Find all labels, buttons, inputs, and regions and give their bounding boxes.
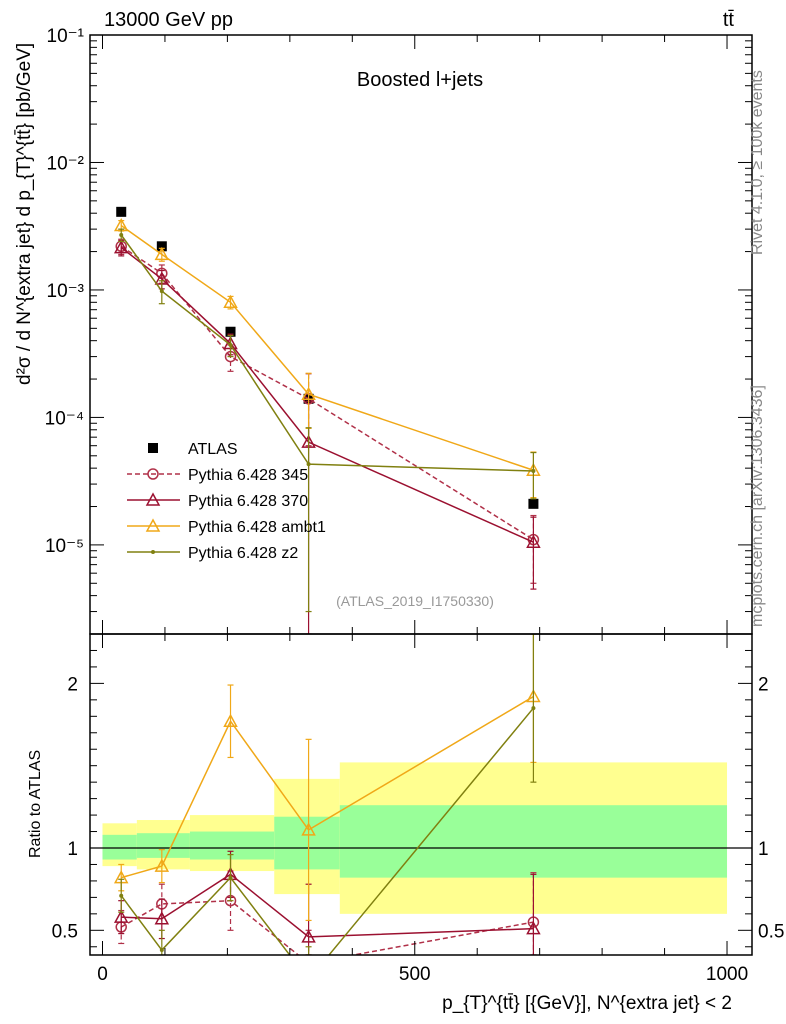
legend-marker-2 — [145, 492, 161, 506]
legend-marker-4 — [151, 550, 155, 554]
series-4-ratio-point-2 — [228, 875, 233, 880]
series-4-point-1 — [159, 289, 164, 294]
series-3-point-3 — [301, 386, 316, 400]
y-tick-label-ratio-1: 1 — [67, 839, 78, 860]
ratio-y-axis-label: Ratio to ATLAS — [27, 750, 44, 858]
y-tick-label-ratio-right-0: 0.5 — [758, 921, 784, 942]
band-inner-3 — [274, 816, 340, 870]
x-tick-label-2: 1000 — [706, 964, 748, 985]
y-tick-label-main-4: 10⁻¹ — [47, 26, 85, 47]
y-tick-label-ratio-2: 2 — [67, 674, 78, 695]
y-tick-label-main-2: 10⁻³ — [47, 281, 85, 302]
x-axis-label: p_{T}^{tt̄} [{GeV}], N^{extra jet} < 2 — [442, 993, 732, 1014]
y-tick-label-ratio-right-1: 1 — [758, 839, 769, 860]
series-4-point-4 — [531, 468, 536, 473]
legend-label-3: Pythia 6.428 ambt1 — [188, 519, 326, 536]
series-4-ratio — [118, 634, 537, 955]
header-left-label: 13000 GeV pp — [104, 9, 233, 31]
series-3-point-2 — [223, 294, 238, 309]
legend-marker-1 — [147, 468, 159, 480]
y-tick-label-ratio-0: 0.5 — [52, 921, 78, 942]
series-4-point-0 — [119, 232, 124, 237]
mcplots-site-label: mcplots.cern.ch [arXiv:1306.3436] — [749, 385, 766, 627]
series-2-point-0 — [113, 240, 129, 254]
legend-label-1: Pythia 6.428 345 — [188, 467, 308, 484]
series-0-point-0 — [116, 206, 127, 217]
series-0-main — [116, 206, 539, 509]
uncertainty-bands — [102, 762, 728, 914]
axes — [89, 34, 753, 956]
series-2-main — [113, 239, 541, 634]
series-4-point-2 — [228, 342, 233, 347]
series-2-point-4 — [526, 534, 541, 548]
legend: ATLAS Pythia 6.428 345 Pythia 6.428 370 Pyt… — [127, 441, 326, 562]
series-2-ratio-point-1 — [154, 911, 170, 925]
series-3-ratio-point-2 — [223, 713, 238, 727]
series-4-ratio-point-1 — [159, 948, 164, 953]
series-2-ratio-point-4 — [526, 921, 541, 935]
x-tick-label-0: 0 — [97, 964, 108, 985]
series-2-line — [120, 246, 534, 543]
series-0-point-1 — [156, 241, 167, 252]
series-2-ratio-point-3 — [301, 929, 316, 943]
series-3-line — [120, 224, 534, 471]
series-1-main — [115, 238, 540, 584]
series-layer — [113, 206, 541, 955]
series-3-ratio-point-1 — [154, 858, 170, 872]
y-tick-label-main-0: 10⁻⁵ — [45, 536, 84, 557]
ticks: 0 500 1000 10⁻⁵ 10⁻⁴ 10⁻³ 10⁻² 10⁻¹ 0.5 0.5 1 1 2 2 — [45, 26, 785, 985]
legend-label-4: Pythia 6.428 z2 — [188, 545, 298, 562]
analysis-id: (ATLAS_2019_I1750330) — [336, 593, 494, 609]
series-3-main — [113, 217, 541, 499]
main-y-axis-label: d²σ / d N^{extra jet} d p_{T}^{tt̄} [pb/… — [14, 43, 35, 385]
y-tick-label-main-1: 10⁻⁴ — [45, 408, 84, 429]
series-4-ratio-point-0 — [119, 893, 124, 898]
series-3-point-1 — [154, 246, 170, 261]
series-2-ratio-point-0 — [113, 909, 129, 923]
rivet-version-label: Rivet 4.1.0, ≥ 100k events — [749, 70, 766, 255]
series-0-point-2 — [225, 326, 236, 337]
ratio-panel-frame — [89, 633, 753, 956]
header-right-label: tt̄ — [723, 9, 735, 31]
series-4-line — [120, 234, 534, 472]
series-4-point-3 — [306, 462, 311, 467]
series-1-line — [120, 245, 534, 541]
series-0-point-4 — [528, 498, 539, 509]
legend-label-2: Pythia 6.428 370 — [188, 493, 308, 510]
band-inner-0 — [102, 834, 137, 860]
legend-marker-0 — [148, 443, 158, 453]
series-4-main — [118, 228, 537, 613]
band-inner-2 — [189, 831, 275, 860]
band-inner-4 — [339, 805, 728, 878]
legend-marker-3 — [145, 518, 161, 532]
series-4-ratio-point-4 — [531, 706, 536, 711]
series-3-ratio-point-3 — [301, 822, 316, 836]
x-tick-label-1: 500 — [399, 964, 431, 985]
legend-label-0: ATLAS — [188, 441, 238, 458]
y-tick-label-main-3: 10⁻² — [47, 153, 85, 174]
chart-title: Boosted l+jets — [357, 69, 483, 91]
y-tick-label-ratio-right-2: 2 — [758, 674, 769, 695]
band-inner-1 — [136, 833, 190, 858]
